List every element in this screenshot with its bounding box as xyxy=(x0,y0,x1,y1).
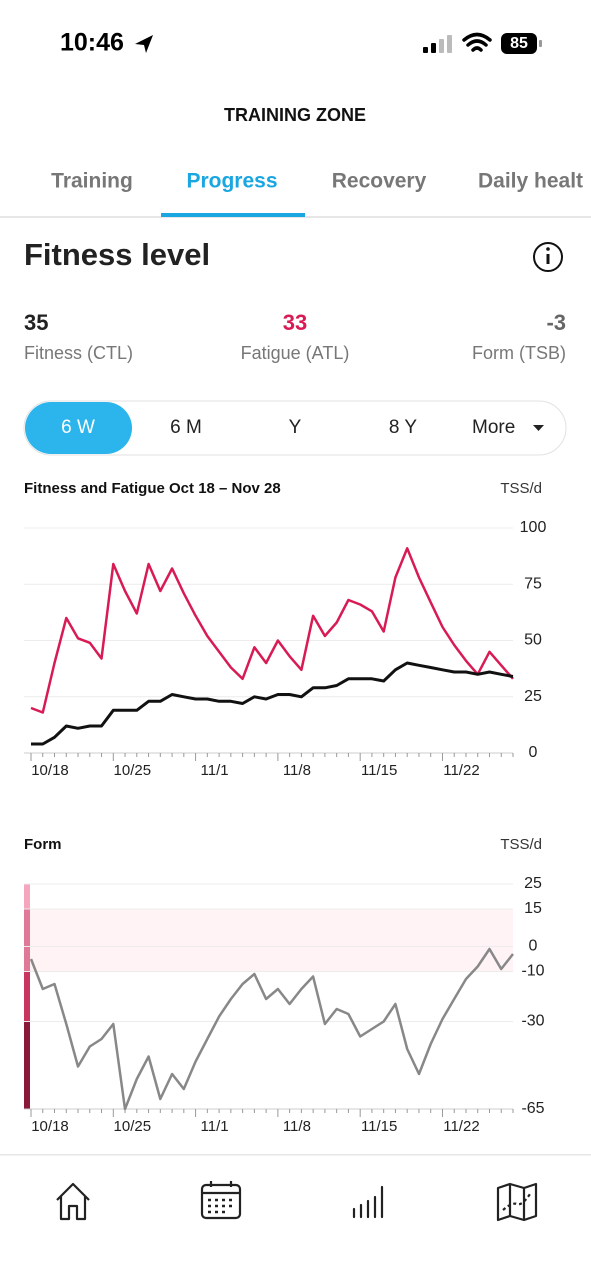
tab-active[interactable]: Progress xyxy=(186,170,277,193)
range-option[interactable]: 6 W xyxy=(61,417,95,438)
y-unit: TSS/d xyxy=(500,480,542,497)
y-tick-label: 25 xyxy=(524,875,542,892)
charts: 0 25 50 75 100 10/18 10/25 11/1 11/8 11/15 11/22 -6… xyxy=(24,519,546,1135)
x-tick-label: 10/18 xyxy=(31,762,69,779)
tab[interactable]: Daily healt xyxy=(478,170,583,193)
x-tick-label: 10/25 xyxy=(114,762,152,779)
zone-strip xyxy=(24,884,30,909)
range-option[interactable]: 6 M xyxy=(170,417,202,438)
y-unit: TSS/d xyxy=(500,836,542,853)
range-selector xyxy=(23,400,567,456)
zone-strip xyxy=(24,1021,30,1109)
series-line xyxy=(29,947,514,1111)
stat-value: 33 xyxy=(283,310,307,335)
y-tick-label: 25 xyxy=(524,688,542,705)
x-tick-label: 11/8 xyxy=(283,1118,311,1135)
range-option[interactable]: Y xyxy=(289,417,302,438)
wifi-icon xyxy=(462,32,492,52)
stat-value: -3 xyxy=(546,310,566,335)
y-tick-label: 75 xyxy=(524,575,542,592)
x-tick-label: 11/1 xyxy=(201,762,229,779)
y-tick-label: 15 xyxy=(524,900,542,917)
y-tick-label: -30 xyxy=(521,1013,544,1030)
location-icon xyxy=(135,35,153,53)
tab-indicator xyxy=(161,213,305,217)
y-tick-label: 50 xyxy=(524,632,542,649)
series-line xyxy=(30,547,514,714)
y-tick-label: 100 xyxy=(520,519,547,536)
tab[interactable]: Recovery xyxy=(332,170,427,193)
y-tick-label: 0 xyxy=(529,938,538,955)
zone-strip xyxy=(24,909,30,947)
battery-icon xyxy=(501,33,537,54)
chart-title: Fitness and Fatigue Oct 18 – Nov 28 xyxy=(24,480,281,497)
chart-title: Form xyxy=(24,836,62,853)
nav-calendar[interactable] xyxy=(200,1181,242,1220)
x-tick-label: 10/25 xyxy=(114,1118,152,1135)
zone-strip xyxy=(24,946,30,972)
nav-home[interactable] xyxy=(56,1182,90,1221)
stat-label: Fitness (CTL) xyxy=(24,343,133,363)
y-tick-label: -65 xyxy=(521,1100,544,1117)
stat-label: Fatigue (ATL) xyxy=(241,343,350,363)
nav-map[interactable] xyxy=(496,1182,538,1222)
signal-icon xyxy=(423,35,452,53)
battery-level: 85 xyxy=(510,35,528,52)
range-selected xyxy=(25,402,132,454)
zone-band xyxy=(24,909,513,972)
nav-stats[interactable] xyxy=(352,1185,384,1219)
dropdown-arrow xyxy=(533,425,544,431)
x-tick-label: 11/22 xyxy=(443,762,479,779)
info-button[interactable] xyxy=(533,242,563,272)
range-option[interactable]: 8 Y xyxy=(389,417,418,438)
range-option[interactable]: More xyxy=(472,417,515,438)
tab[interactable]: Training xyxy=(51,170,133,193)
stat-value: 35 xyxy=(24,310,48,335)
series-line xyxy=(31,661,514,746)
status-time: 10:46 xyxy=(60,29,124,57)
x-tick-label: 10/18 xyxy=(31,1118,69,1135)
x-tick-label: 11/15 xyxy=(361,1118,397,1135)
header-title: TRAINING ZONE xyxy=(224,105,366,125)
x-tick-label: 11/8 xyxy=(283,762,311,779)
y-tick-label: 0 xyxy=(529,744,538,761)
x-tick-label: 11/22 xyxy=(443,1118,479,1135)
zone-strip xyxy=(24,971,30,1022)
stat-label: Form (TSB) xyxy=(472,343,566,363)
x-tick-label: 11/1 xyxy=(201,1118,229,1135)
battery-tip xyxy=(539,40,542,47)
x-tick-label: 11/15 xyxy=(361,762,397,779)
nav-divider xyxy=(0,1154,591,1156)
section-title: Fitness level xyxy=(24,237,210,272)
y-tick-label: -10 xyxy=(521,963,544,980)
